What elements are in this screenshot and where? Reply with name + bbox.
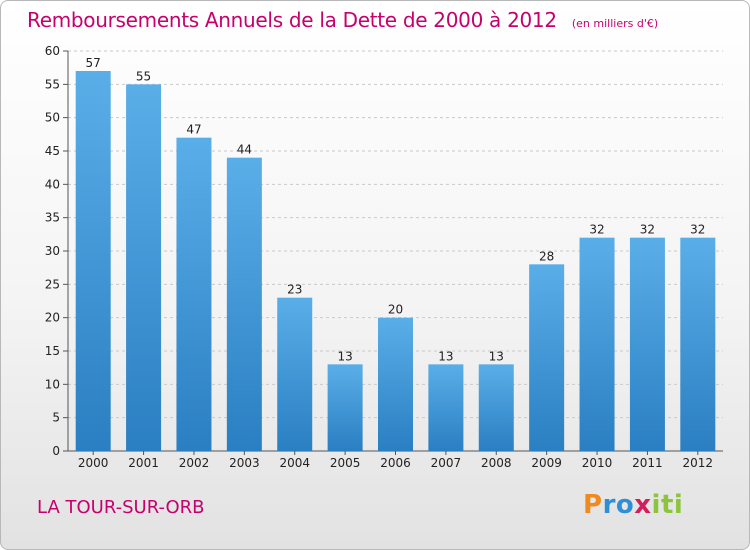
y-tick-label: 25 (45, 277, 60, 291)
x-tick-label-2002: 2002 (179, 456, 210, 470)
x-tick-label-2011: 2011 (632, 456, 663, 470)
y-tick-label: 40 (45, 177, 60, 191)
value-label-2000: 57 (86, 56, 101, 70)
y-tick-label: 35 (45, 211, 60, 225)
logo-letter: P (583, 490, 603, 520)
y-tick-label: 45 (45, 144, 60, 158)
y-tick-label: 0 (52, 444, 60, 458)
y-tick-label: 50 (45, 111, 60, 125)
logo-letter: i (651, 490, 661, 520)
x-tick-label-2001: 2001 (128, 456, 159, 470)
value-label-2008: 13 (489, 349, 504, 363)
y-tick-label: 55 (45, 77, 60, 91)
bar-2007 (428, 364, 464, 451)
logo-letter: r (602, 490, 616, 520)
bar-2011 (629, 237, 665, 451)
y-tick-labels: 0 5 10 15 20 25 30 35 40 45 50 55 60 (45, 44, 60, 458)
y-tick-label: 60 (45, 44, 60, 58)
value-label-2005: 13 (337, 349, 352, 363)
logo-letter: x (634, 490, 652, 520)
value-label-2007: 13 (438, 349, 453, 363)
y-tick-label: 15 (45, 344, 60, 358)
bar-2002 (176, 137, 212, 451)
bar-2006 (378, 317, 413, 451)
y-tick-label: 10 (45, 377, 60, 391)
x-tick-label-2003: 2003 (229, 456, 260, 470)
bar-2008 (478, 364, 514, 451)
x-tick-labels: 2000 2001 2002 2003 2004 2005 2006 2007 2008 2009… (78, 456, 713, 470)
value-label-2009: 28 (539, 249, 554, 263)
x-tick-label-2008: 2008 (481, 456, 512, 470)
bar-2005 (327, 364, 363, 451)
logo-letter: t (660, 490, 674, 520)
proxiti-logo: Proxiti (583, 490, 683, 520)
value-label-2001: 55 (136, 69, 151, 83)
bar-2003 (226, 157, 262, 451)
value-label-2002: 47 (186, 123, 201, 137)
bars (75, 71, 716, 451)
y-tick-label: 5 (52, 411, 60, 425)
value-label-2010: 32 (589, 223, 604, 237)
logo-letter: i (673, 490, 684, 520)
x-tick-label-2009: 2009 (531, 456, 562, 470)
y-tick-label: 30 (45, 244, 60, 258)
logo-letter: o (615, 490, 635, 520)
x-tick-label-2004: 2004 (279, 456, 310, 470)
bar-2010 (579, 237, 615, 451)
x-tick-label-2005: 2005 (330, 456, 361, 470)
bar-2012 (680, 237, 716, 451)
value-labels: 57 55 47 44 23 13 20 13 13 28 32 32 32 (86, 56, 706, 363)
bar-2009 (529, 264, 565, 451)
x-tick-label-2006: 2006 (380, 456, 411, 470)
bar-2001 (126, 84, 162, 451)
value-label-2004: 23 (287, 283, 302, 297)
chart-subtitle: (en milliers d'€) (571, 17, 659, 30)
value-label-2006: 20 (388, 303, 403, 317)
x-tick-label-2000: 2000 (78, 456, 109, 470)
value-label-2003: 44 (237, 143, 252, 157)
value-label-2012: 32 (690, 223, 705, 237)
bar-2000 (75, 71, 111, 451)
value-label-2011: 32 (640, 223, 655, 237)
y-tick-label: 20 (45, 311, 60, 325)
chart-title: Remboursements Annuels de la Dette de 20… (27, 8, 557, 32)
x-tick-label-2010: 2010 (582, 456, 613, 470)
x-tick-label-2012: 2012 (683, 456, 714, 470)
title-row: Remboursements Annuels de la Dette de 20… (27, 8, 658, 32)
location-name: LA TOUR-SUR-ORB (37, 497, 205, 518)
x-tick-label-2007: 2007 (431, 456, 462, 470)
bar-2004 (277, 297, 313, 451)
